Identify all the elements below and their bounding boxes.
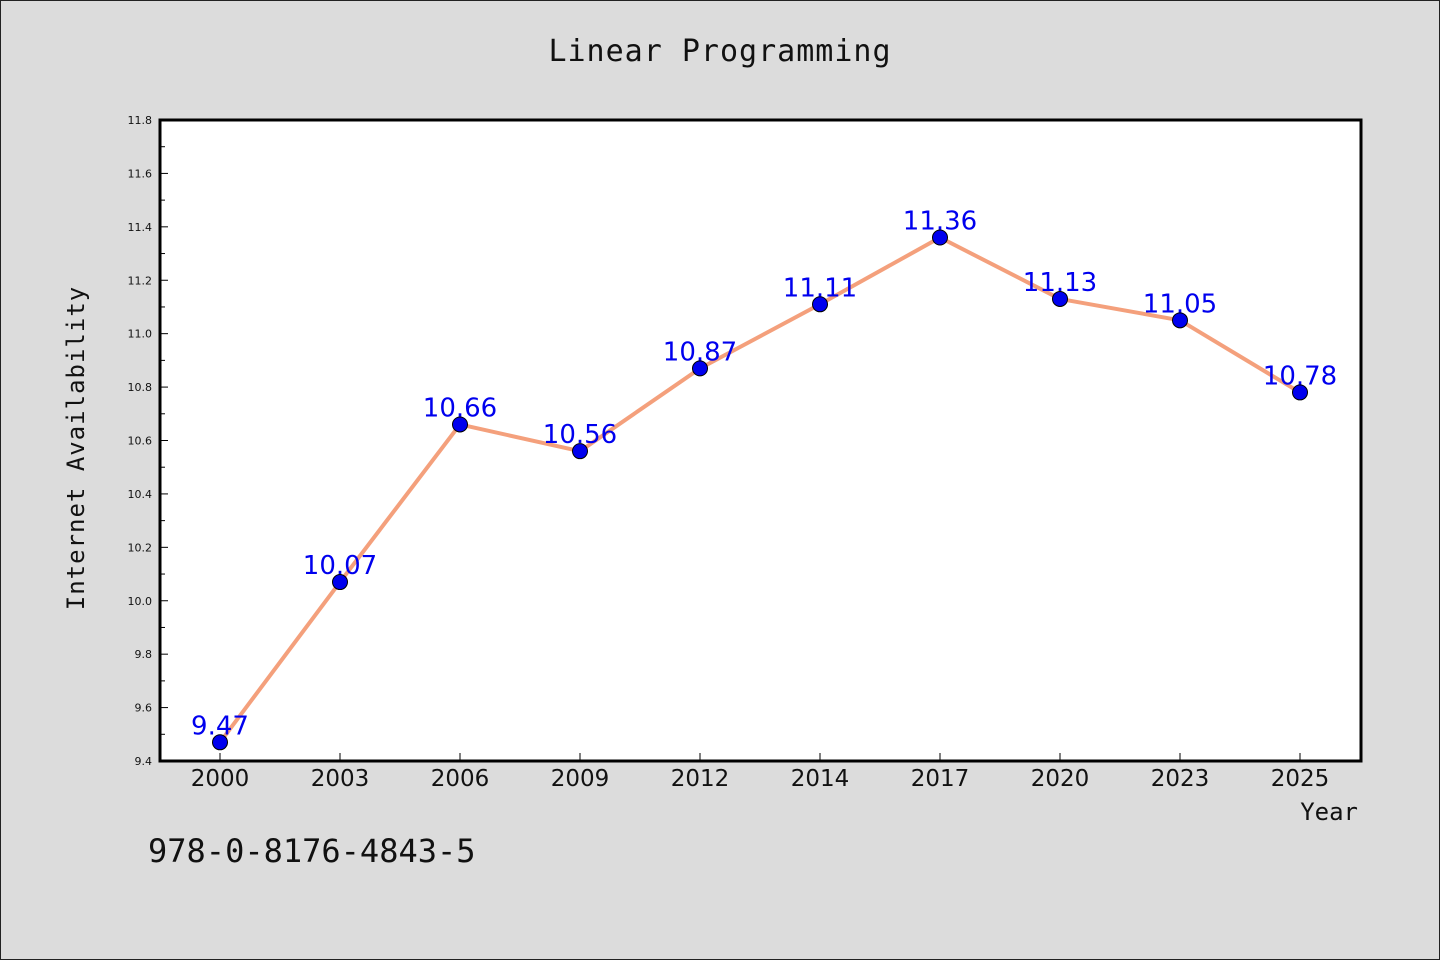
data-label: 11.13 xyxy=(1023,268,1097,298)
y-tick-label: 11.8 xyxy=(128,114,153,127)
x-axis-label: Year xyxy=(1300,798,1358,826)
y-tick-label: 10.4 xyxy=(128,488,153,501)
x-axis: 2000 2003 2006 2009 2012 2014 2017 2020 2023 2025 xyxy=(191,753,1330,792)
data-point xyxy=(572,443,588,460)
data-point xyxy=(332,574,348,591)
x-tick-label: 2020 xyxy=(1031,766,1090,792)
y-tick-label: 10.6 xyxy=(128,435,153,448)
data-label: 11.05 xyxy=(1143,289,1217,319)
y-tick-label: 9.4 xyxy=(135,755,153,768)
x-tick-label: 2003 xyxy=(311,766,370,792)
series-line xyxy=(218,235,1302,745)
y-tick-label: 11.0 xyxy=(128,328,153,341)
y-axis-label: Internet Availability xyxy=(62,286,90,610)
x-tick-label: 2012 xyxy=(671,766,730,792)
y-tick-label: 10.0 xyxy=(128,595,153,608)
y-tick-label: 11.4 xyxy=(128,221,153,234)
data-label: 11.36 xyxy=(903,207,977,237)
data-point xyxy=(812,296,828,313)
data-point xyxy=(452,416,468,433)
data-label: 10.07 xyxy=(303,551,377,581)
data-label: 10.87 xyxy=(663,337,737,367)
y-tick-label: 11.6 xyxy=(128,167,153,180)
data-point xyxy=(212,734,228,751)
x-tick-label: 2006 xyxy=(431,766,490,792)
data-point xyxy=(1172,312,1188,329)
data-point xyxy=(692,360,708,377)
data-point xyxy=(1052,290,1068,307)
y-tick-label: 9.6 xyxy=(135,702,153,715)
chart-title: Linear Programming xyxy=(548,34,892,69)
isbn-annotation: 978-0-8176-4843-5 xyxy=(148,832,476,870)
plot-area xyxy=(158,118,1363,763)
data-label: 9.47 xyxy=(191,711,249,741)
x-tick-label: 2025 xyxy=(1271,766,1330,792)
data-labels: 9.47 10.07 10.66 10.56 10.87 11.11 11.36 11.13 1… xyxy=(191,207,1337,742)
data-point xyxy=(932,229,948,246)
data-label: 10.66 xyxy=(423,393,497,423)
series xyxy=(212,229,1308,751)
y-tick-label: 9.8 xyxy=(135,648,153,661)
x-tick-label: 2023 xyxy=(1151,766,1210,792)
data-point xyxy=(1292,384,1308,401)
data-label: 11.11 xyxy=(783,273,857,303)
data-label: 10.78 xyxy=(1263,361,1337,391)
y-tick-label: 10.8 xyxy=(128,381,153,394)
y-tick-label: 11.2 xyxy=(128,274,153,287)
x-tick-label: 2014 xyxy=(791,766,850,792)
y-axis: 9.4 9.6 9.8 10.0 10.2 10.4 10.6 10.8 11.0 11.2 11.… xyxy=(128,114,168,768)
y-tick-label: 10.2 xyxy=(128,541,153,554)
x-tick-label: 2017 xyxy=(911,766,970,792)
x-tick-label: 2000 xyxy=(191,766,250,792)
x-tick-label: 2009 xyxy=(551,766,610,792)
data-label: 10.56 xyxy=(543,420,617,450)
